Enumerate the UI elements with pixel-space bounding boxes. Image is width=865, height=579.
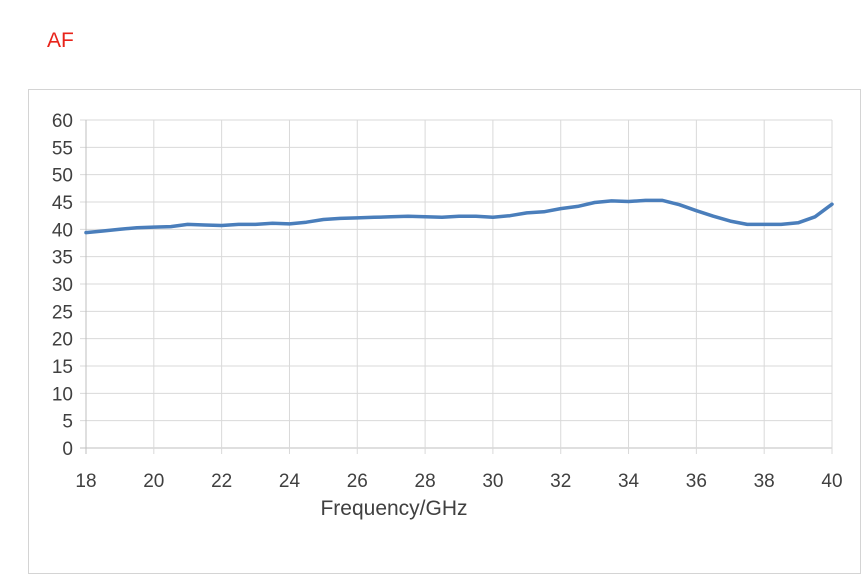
x-tick-label: 30 xyxy=(482,471,503,492)
x-tick-label: 28 xyxy=(415,471,436,492)
series-line xyxy=(84,198,834,235)
y-tick-label: 35 xyxy=(52,248,73,269)
x-tick-label: 36 xyxy=(686,471,707,492)
y-tick-label: 55 xyxy=(52,138,73,159)
x-tick-label: 32 xyxy=(550,471,571,492)
y-tick-label: 25 xyxy=(52,302,73,323)
y-tick-label: 20 xyxy=(52,330,73,351)
series-layer xyxy=(84,198,834,235)
y-tick-label: 0 xyxy=(62,439,73,460)
x-tick-label: 24 xyxy=(279,471,301,492)
x-tick-label: 38 xyxy=(754,471,775,492)
y-tick-label: 5 xyxy=(62,412,73,433)
y-tick-label: 30 xyxy=(52,275,73,296)
x-tick-label: 22 xyxy=(211,471,232,492)
chart-title: AF xyxy=(47,29,74,52)
x-axis-label: Frequency/GHz xyxy=(320,497,467,520)
y-tick-label: 15 xyxy=(52,357,73,378)
y-tick-labels: 0 5 10 15 20 25 30 35 40 45 50 55 60 xyxy=(52,111,73,460)
y-tick-label: 40 xyxy=(52,220,73,241)
x-tick-label: 26 xyxy=(347,471,368,492)
x-tick-label: 18 xyxy=(75,471,96,492)
y-tick-label: 60 xyxy=(52,111,73,132)
y-tick-label: 10 xyxy=(52,384,73,405)
chart-frame xyxy=(28,89,861,574)
x-tick-labels: 18 20 22 24 26 28 30 32 34 36 38 40 xyxy=(75,471,842,492)
y-tick-label: 45 xyxy=(52,193,73,214)
x-tick-label: 20 xyxy=(143,471,164,492)
y-tick-label: 50 xyxy=(52,166,73,187)
x-tick-label: 34 xyxy=(618,471,640,492)
gridlines xyxy=(80,119,833,454)
x-tick-label: 40 xyxy=(821,471,842,492)
